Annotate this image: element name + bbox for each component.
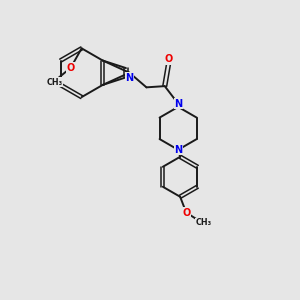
- Text: O: O: [164, 54, 172, 64]
- Text: CH₃: CH₃: [47, 78, 63, 87]
- Text: N: N: [174, 99, 182, 109]
- Text: N: N: [125, 73, 134, 83]
- Text: O: O: [182, 208, 190, 218]
- Text: N: N: [174, 145, 182, 155]
- Text: O: O: [67, 63, 75, 73]
- Text: CH₃: CH₃: [195, 218, 211, 227]
